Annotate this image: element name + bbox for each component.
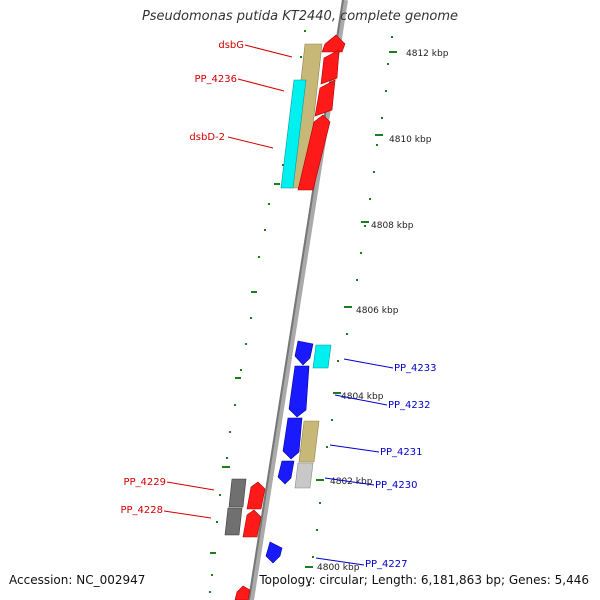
gene-arrow-pp-4229[interactable] xyxy=(246,481,266,510)
ruler-label-4800: 4800 kbp xyxy=(317,563,360,573)
gene-label-pp-4232[interactable]: PP_4232 xyxy=(388,400,431,411)
feature-cluster-bottom xyxy=(224,478,266,600)
gene-arrow-pp-4231[interactable] xyxy=(282,417,303,460)
gene-label-pp-4229[interactable]: PP_4229 xyxy=(123,477,166,488)
gene-label-pp-4228[interactable]: PP_4228 xyxy=(120,505,163,516)
gene-arrow-pp-4236[interactable] xyxy=(320,49,340,85)
gene-arrow-bottom[interactable] xyxy=(234,585,251,600)
tick-track-right xyxy=(305,36,397,586)
topology-text: Topology: circular; Length: 6,181,863 bp… xyxy=(259,573,589,587)
gene-label-pp-4236[interactable]: PP_4236 xyxy=(194,74,237,85)
gray-feature-pp-4228 xyxy=(224,507,243,536)
gray-feature-pp-4230 xyxy=(294,462,314,489)
gene-arrow-pp-4230[interactable] xyxy=(277,460,295,485)
tan-feature-pp-4231 xyxy=(298,420,320,463)
gene-label-pp-4231[interactable]: PP_4231 xyxy=(380,447,423,458)
map-title: Pseudomonas putida KT2440, complete geno… xyxy=(141,9,459,24)
gene-arrow-pp-4232[interactable] xyxy=(288,365,310,418)
ruler-label-4804: 4804 kbp xyxy=(341,392,384,402)
gray-feature-pp-4229 xyxy=(228,478,247,508)
accession-text: Accession: NC_002947 xyxy=(9,573,146,587)
gene-label-dsbd-2[interactable]: dsbD-2 xyxy=(189,132,225,143)
ruler-label-4808: 4808 kbp xyxy=(371,221,414,231)
feature-cluster-top xyxy=(280,34,346,191)
gene-label-dsbg[interactable]: dsbG xyxy=(218,40,244,51)
ruler-label-4812: 4812 kbp xyxy=(406,49,449,59)
gene-label-pp-4230[interactable]: PP_4230 xyxy=(375,480,418,491)
gene-arrow-dsbd-2-b[interactable] xyxy=(297,114,331,191)
feature-cluster-middle xyxy=(265,340,332,564)
cyan-feature-block xyxy=(280,79,307,189)
gene-arrow-dsbd-2-a[interactable] xyxy=(314,79,336,117)
gene-arrow-pp-4228[interactable] xyxy=(242,509,262,538)
gene-arrow-pp-4227[interactable] xyxy=(265,541,283,564)
label-leaders-reverse xyxy=(315,358,394,566)
cyan-feature-pp-4233[interactable] xyxy=(312,344,332,369)
gene-label-pp-4227[interactable]: PP_4227 xyxy=(365,559,408,570)
gene-arrow-dsbg[interactable] xyxy=(321,34,346,53)
gene-arrow-pp-4233-a[interactable] xyxy=(294,340,314,366)
label-leaders-forward xyxy=(163,44,293,519)
ruler-label-4806: 4806 kbp xyxy=(356,306,399,316)
ruler-label-4810: 4810 kbp xyxy=(389,135,432,145)
gene-label-pp-4233[interactable]: PP_4233 xyxy=(394,363,437,374)
